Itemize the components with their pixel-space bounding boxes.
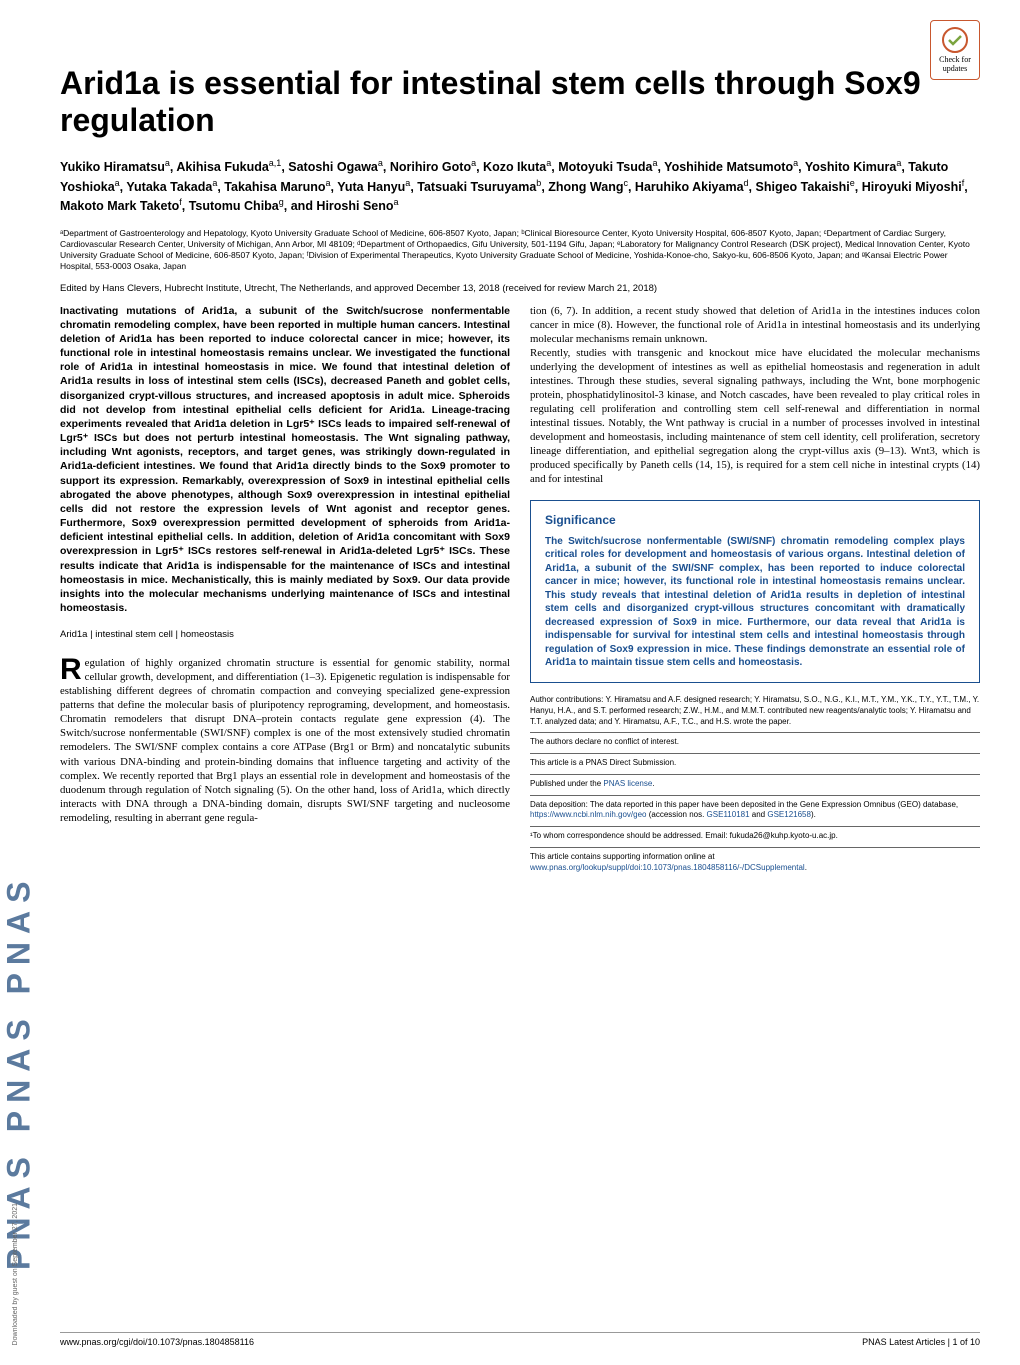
- deposition-and: and: [750, 810, 768, 819]
- page-content: Check for updates Arid1a is essential fo…: [60, 20, 980, 879]
- body-paragraph-1: egulation of highly organized chromatin …: [60, 657, 510, 823]
- supporting-info: This article contains supporting informa…: [530, 852, 980, 874]
- data-deposition: Data deposition: The data reported in th…: [530, 800, 980, 822]
- meta-divider: [530, 847, 980, 848]
- correspondence: ¹To whom correspondence should be addres…: [530, 831, 980, 842]
- license-link[interactable]: PNAS license: [603, 779, 652, 788]
- abstract: Inactivating mutations of Arid1a, a subu…: [60, 304, 510, 616]
- body-paragraph-2a: tion (6, 7). In addition, a recent study…: [530, 305, 980, 345]
- geo-link[interactable]: https://www.ncbi.nlm.nih.gov/geo: [530, 810, 647, 819]
- body-text-left: Regulation of highly organized chromatin…: [60, 656, 510, 824]
- significance-text: The Switch/sucrose nonfermentable (SWI/S…: [545, 535, 965, 670]
- body-text-right: tion (6, 7). In addition, a recent study…: [530, 304, 980, 486]
- download-note: Downloaded by guest on September 27, 202…: [12, 1203, 19, 1345]
- page-footer: www.pnas.org/cgi/doi/10.1073/pnas.180485…: [60, 1332, 980, 1347]
- right-column: tion (6, 7). In addition, a recent study…: [530, 304, 980, 879]
- keywords: Arid1a | intestinal stem cell | homeosta…: [60, 629, 510, 640]
- submission-type: This article is a PNAS Direct Submission…: [530, 758, 980, 769]
- author-contributions: Author contributions: Y. Hiramatsu and A…: [530, 695, 980, 727]
- article-metadata: Author contributions: Y. Hiramatsu and A…: [530, 695, 980, 874]
- conflict-statement: The authors declare no conflict of inter…: [530, 737, 980, 748]
- deposition-prefix: Data deposition: The data reported in th…: [530, 800, 958, 809]
- footer-page-number: PNAS Latest Articles | 1 of 10: [862, 1337, 980, 1347]
- significance-box: Significance The Switch/sucrose nonferme…: [530, 500, 980, 683]
- dropcap: R: [60, 656, 85, 683]
- footer-doi: www.pnas.org/cgi/doi/10.1073/pnas.180485…: [60, 1337, 254, 1347]
- check-updates-line1: Check for: [939, 55, 971, 64]
- meta-divider: [530, 826, 980, 827]
- meta-divider: [530, 732, 980, 733]
- supporting-prefix: This article contains supporting informa…: [530, 852, 715, 861]
- significance-heading: Significance: [545, 513, 965, 527]
- check-updates-icon: [942, 27, 968, 53]
- supporting-suffix: .: [805, 863, 807, 872]
- deposition-suffix: ).: [811, 810, 816, 819]
- two-column-layout: Inactivating mutations of Arid1a, a subu…: [60, 304, 980, 879]
- supporting-link[interactable]: www.pnas.org/lookup/suppl/doi:10.1073/pn…: [530, 863, 805, 872]
- deposition-mid: (accession nos.: [647, 810, 707, 819]
- check-updates-line2: updates: [943, 64, 967, 73]
- meta-divider: [530, 753, 980, 754]
- check-updates-badge[interactable]: Check for updates: [930, 20, 980, 80]
- license-line: Published under the PNAS license.: [530, 779, 980, 790]
- license-prefix: Published under the: [530, 779, 603, 788]
- meta-divider: [530, 795, 980, 796]
- accession-link-1[interactable]: GSE110181: [707, 810, 750, 819]
- left-column: Inactivating mutations of Arid1a, a subu…: [60, 304, 510, 879]
- journal-brand-sidebar: PNAS PNAS PNAS: [0, 0, 38, 1300]
- meta-divider: [530, 774, 980, 775]
- accession-link-2[interactable]: GSE121658: [767, 810, 811, 819]
- article-title: Arid1a is essential for intestinal stem …: [60, 65, 980, 139]
- affiliations: ᵃDepartment of Gastroenterology and Hepa…: [60, 228, 980, 272]
- body-paragraph-2b: Recently, studies with transgenic and kn…: [530, 346, 980, 486]
- license-suffix: .: [652, 779, 654, 788]
- author-list: Yukiko Hiramatsua, Akihisa Fukudaa,1, Sa…: [60, 157, 980, 217]
- edited-by-line: Edited by Hans Clevers, Hubrecht Institu…: [60, 283, 980, 294]
